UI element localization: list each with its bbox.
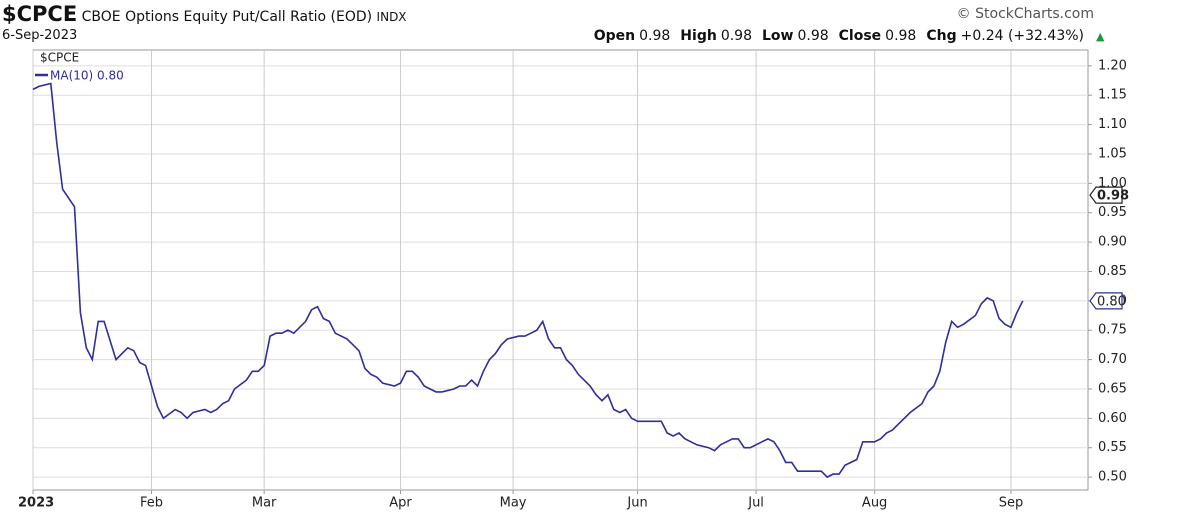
quote-label: Chg [926, 28, 957, 44]
y-tick-label: 0.90 [1098, 235, 1127, 250]
y-tick-label: 1.10 [1098, 117, 1127, 132]
value-marker [1089, 292, 1123, 310]
x-tick-label: Jul [747, 496, 764, 511]
source: © StockCharts.com [956, 6, 1094, 22]
value-marker-label: 0.80 [1097, 294, 1126, 309]
value-marker [1089, 186, 1123, 204]
price-legend: $CPCE [40, 51, 79, 65]
quote-label: High [680, 28, 717, 44]
y-tick-label: 0.60 [1098, 411, 1127, 426]
y-tick-label: 0.70 [1098, 352, 1127, 367]
legend-label: MA(10) 0.80 [50, 69, 124, 83]
x-tick-label: May [500, 496, 527, 511]
header: $CPCE CBOE Options Equity Put/Call Ratio… [2, 2, 407, 26]
x-tick-label: 2023 [18, 496, 54, 511]
quote-value: +0.24 (+32.43%) [960, 28, 1084, 44]
quote-value: 0.98 [885, 28, 917, 44]
value-marker-label: 0.98 [1097, 189, 1129, 204]
y-tick-label: 0.85 [1098, 264, 1127, 279]
date: 6-Sep-2023 [2, 28, 78, 43]
y-tick-label: 1.20 [1098, 58, 1127, 73]
quote-label: Open [593, 28, 636, 44]
plot-frame [32, 49, 1089, 491]
change-arrow: ▲ [1096, 30, 1105, 43]
y-tick-label: 0.55 [1098, 440, 1127, 455]
ma-line [32, 82, 1024, 479]
y-tick-label: 1.15 [1098, 88, 1127, 103]
title: CBOE Options Equity Put/Call Ratio (EOD) [81, 9, 373, 25]
y-tick-label: 1.05 [1098, 146, 1127, 161]
x-tick-label: Mar [252, 496, 277, 511]
y-tick-label: 0.95 [1098, 205, 1127, 220]
quote: Open 0.98 High 0.98 Low 0.98 Close 0.98 Chg +0.24… [594, 28, 1094, 44]
quote-label: Low [761, 28, 794, 44]
x-tick-label: Jun [626, 496, 647, 511]
quote-label: Close [838, 28, 882, 44]
y-tick-label: 0.75 [1098, 323, 1127, 338]
x-tick-label: Sep [999, 496, 1024, 511]
quote-value: 0.98 [720, 28, 752, 44]
x-tick-label: Apr [389, 496, 412, 511]
quote-value: 0.98 [639, 28, 671, 44]
x-tick-label: Aug [862, 496, 887, 511]
quote-value: 0.98 [797, 28, 829, 44]
exchange: INDX [376, 10, 407, 24]
symbol: $CPCE [2, 2, 78, 26]
y-tick-label: 0.50 [1098, 470, 1127, 485]
y-tick-label: 0.65 [1098, 381, 1127, 396]
x-tick-label: Feb [140, 496, 163, 511]
